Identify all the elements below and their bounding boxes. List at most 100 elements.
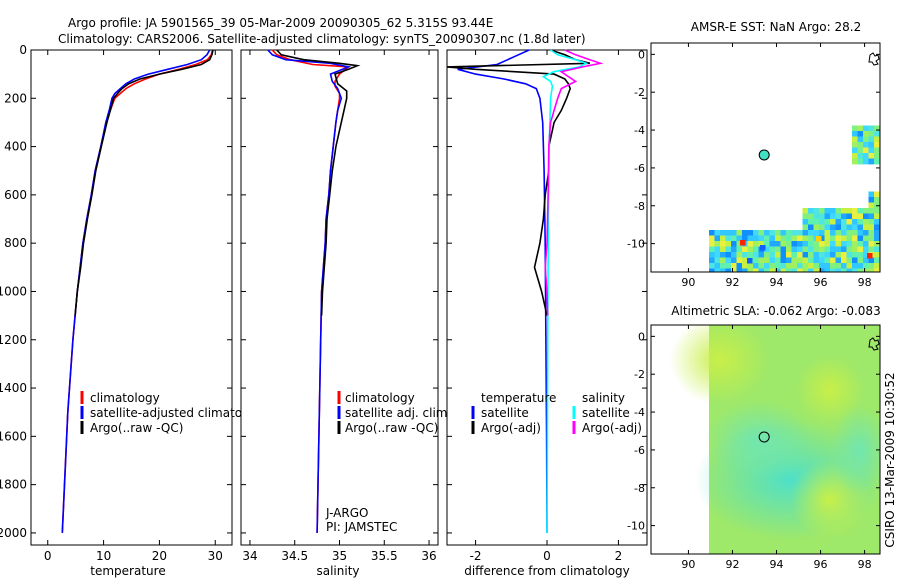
sst-cell bbox=[863, 125, 869, 132]
sst-cell bbox=[813, 252, 820, 258]
sst-cell bbox=[764, 268, 770, 272]
sst-cell bbox=[813, 213, 820, 220]
sst-cell bbox=[769, 241, 776, 247]
sst-cell bbox=[857, 241, 864, 247]
sst-cell bbox=[852, 153, 858, 159]
sst-cell bbox=[857, 125, 864, 132]
sst-cell bbox=[830, 252, 836, 258]
sst-cell bbox=[863, 257, 869, 264]
sst-heatmap-cells bbox=[709, 125, 880, 272]
sst-cell bbox=[791, 263, 798, 269]
y-tick-label: -6 bbox=[634, 162, 645, 175]
sst-cell bbox=[841, 246, 847, 253]
sst-cell bbox=[720, 268, 726, 272]
x-tick-label: 34.5 bbox=[281, 549, 308, 563]
sst-cell bbox=[868, 158, 875, 165]
sst-cell bbox=[868, 230, 875, 236]
y-tick-label: -10 bbox=[627, 520, 645, 533]
legend-label-temp-argo: Argo(-adj) bbox=[481, 421, 541, 435]
sst-cell bbox=[725, 241, 732, 247]
sst-cell bbox=[819, 268, 825, 272]
legend-label-satellite: satellite-adjusted climatology bbox=[90, 406, 268, 420]
sst-cell bbox=[742, 268, 748, 272]
sst-cell bbox=[764, 263, 770, 269]
sst-cell bbox=[720, 257, 726, 264]
sst-cell bbox=[824, 257, 831, 264]
sst-cell bbox=[868, 224, 875, 231]
x-tick-label: 2 bbox=[615, 549, 623, 563]
sst-cell bbox=[725, 257, 732, 264]
sst-cell bbox=[874, 257, 880, 264]
sst-cell bbox=[753, 246, 759, 253]
sst-cell bbox=[780, 252, 787, 258]
sst-cell bbox=[764, 257, 770, 264]
sst-cell bbox=[874, 224, 880, 231]
sst-cell bbox=[786, 241, 792, 247]
sst-cell bbox=[808, 241, 814, 247]
y-tick-label: -6 bbox=[634, 444, 645, 457]
sst-cell bbox=[753, 235, 759, 242]
sst-cell bbox=[835, 219, 842, 225]
sst-cell bbox=[868, 131, 875, 137]
sst-cell bbox=[747, 268, 754, 272]
sst-cell bbox=[775, 268, 781, 272]
x-tick-label: 0 bbox=[543, 549, 551, 563]
sst-cell bbox=[720, 235, 726, 242]
sst-cell bbox=[863, 158, 869, 165]
sst-cell bbox=[874, 125, 880, 132]
difference-legend-salinity: salinity satellite Argo(-adj) bbox=[572, 391, 642, 435]
sst-cell bbox=[835, 252, 842, 258]
sst-cell bbox=[819, 246, 825, 253]
sst-cell bbox=[736, 263, 743, 269]
sst-cell bbox=[758, 235, 765, 242]
sst-cell bbox=[797, 252, 803, 258]
sst-cell bbox=[863, 131, 869, 137]
sst-cell bbox=[819, 208, 825, 214]
sst-cell bbox=[863, 246, 869, 253]
sst-cell bbox=[868, 153, 875, 159]
x-tick-label: 92 bbox=[725, 276, 739, 289]
sst-cell bbox=[863, 142, 869, 148]
sst-cell bbox=[857, 230, 864, 236]
sst-cell bbox=[835, 235, 842, 242]
sst-cell bbox=[786, 252, 792, 258]
sst-cell bbox=[786, 230, 792, 236]
x-tick-label: 0 bbox=[44, 549, 52, 563]
sst-cell bbox=[841, 241, 847, 247]
sst-cell bbox=[830, 235, 836, 242]
sst-cell bbox=[852, 125, 858, 132]
sst-cell bbox=[714, 246, 721, 253]
sst-cell bbox=[802, 208, 809, 214]
sst-cell bbox=[802, 263, 809, 269]
sst-cell bbox=[753, 263, 759, 269]
sst-cell bbox=[852, 252, 858, 258]
sst-cell bbox=[835, 257, 842, 264]
salinity-profile-panel: 34 34.5 35 35.5 36 salinity climatology sate… bbox=[240, 49, 451, 578]
figure-title-line1: Argo profile: JA 5901565_39 05-Mar-2009 … bbox=[68, 16, 493, 30]
sst-cell bbox=[841, 252, 847, 258]
sst-cell bbox=[852, 219, 858, 225]
sst-cell bbox=[769, 235, 776, 242]
x-tick-label: 90 bbox=[681, 276, 695, 289]
sst-cell bbox=[714, 263, 721, 269]
sst-cell bbox=[868, 208, 875, 214]
sst-cell bbox=[802, 257, 809, 264]
sst-cell bbox=[786, 263, 792, 269]
sst-cell bbox=[863, 136, 869, 143]
sst-cell bbox=[725, 246, 732, 253]
sst-cell bbox=[830, 219, 836, 225]
sst-cell bbox=[736, 252, 743, 258]
sst-cell bbox=[868, 125, 875, 132]
x-tick-label: 98 bbox=[858, 558, 872, 571]
sst-cell bbox=[868, 268, 875, 272]
sst-cell bbox=[857, 246, 864, 253]
salinity-legend: climatology satellite adj. clim. Argo(..… bbox=[337, 391, 451, 435]
sst-cell bbox=[808, 224, 814, 231]
sst-cell bbox=[797, 263, 803, 269]
sst-cell bbox=[824, 235, 831, 242]
sst-cell bbox=[758, 252, 765, 258]
sst-cell bbox=[830, 257, 836, 264]
sst-cell bbox=[841, 257, 847, 264]
sst-cell bbox=[874, 208, 880, 214]
sst-cell bbox=[863, 252, 869, 258]
